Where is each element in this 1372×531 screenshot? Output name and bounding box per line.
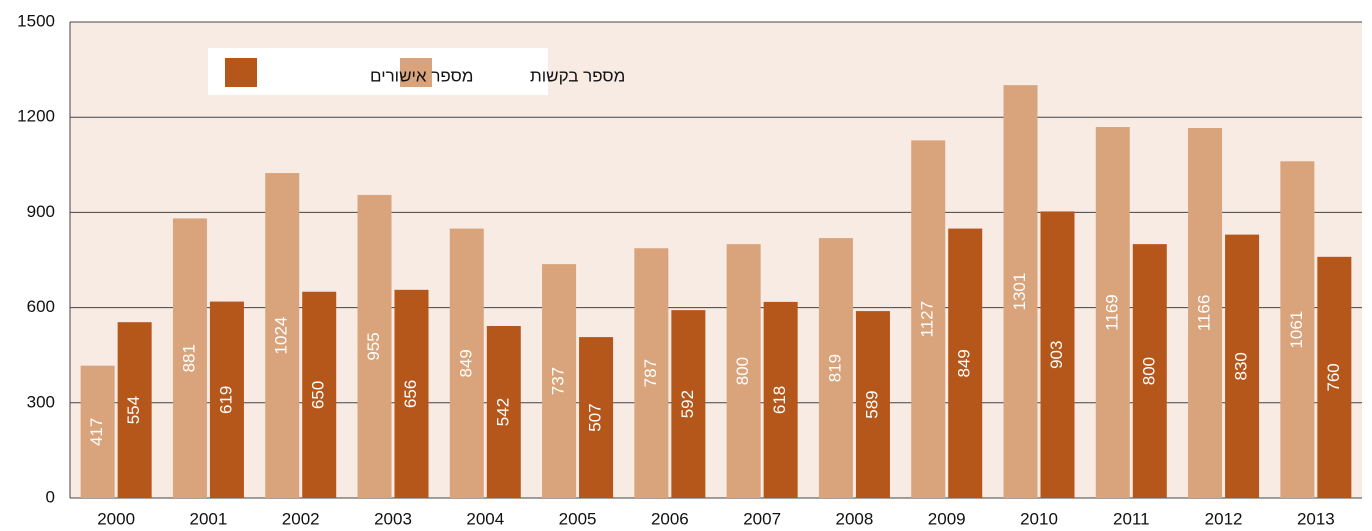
- bar: [726, 244, 761, 498]
- x-tick-label: 2004: [466, 509, 504, 528]
- value-label: 819: [825, 354, 844, 382]
- bar: [671, 310, 706, 498]
- bar: [1040, 211, 1075, 498]
- legend-swatch: [225, 58, 257, 87]
- value-label: 955: [364, 332, 383, 360]
- x-tick-label: 2002: [282, 509, 320, 528]
- x-tick-label: 2013: [1297, 509, 1335, 528]
- value-label: 881: [179, 344, 198, 372]
- value-label: 849: [955, 349, 974, 377]
- bar: [302, 291, 337, 498]
- bar: [80, 365, 115, 498]
- value-label: 849: [456, 349, 475, 377]
- y-tick-label: 0: [46, 487, 55, 506]
- bar: [634, 248, 669, 498]
- y-tick-label: 1500: [17, 11, 55, 30]
- x-tick-label: 2007: [743, 509, 781, 528]
- bar: [763, 301, 798, 498]
- value-label: 903: [1047, 341, 1066, 369]
- x-tick-label: 2001: [190, 509, 228, 528]
- bar: [818, 238, 853, 498]
- x-tick-label: 2011: [1113, 509, 1150, 528]
- y-tick-label: 900: [27, 202, 55, 221]
- value-label: 618: [770, 386, 789, 414]
- bar: [1317, 256, 1352, 498]
- x-tick-label: 2005: [559, 509, 597, 528]
- bar: [209, 301, 244, 498]
- x-tick-label: 2010: [1020, 509, 1058, 528]
- bar: [1225, 234, 1260, 498]
- value-label: 1127: [918, 301, 937, 338]
- x-tick-label: 2006: [651, 509, 689, 528]
- bar: [1132, 244, 1167, 498]
- bar: [394, 289, 429, 498]
- bar: [1095, 127, 1130, 499]
- x-tick-label: 2008: [836, 509, 874, 528]
- value-label: 507: [586, 403, 605, 431]
- value-label: 1024: [272, 317, 291, 355]
- value-label: 800: [733, 357, 752, 385]
- legend-box: [208, 48, 548, 95]
- value-label: 787: [641, 359, 660, 387]
- bar: [948, 228, 983, 499]
- legend-label: מספר אישורים: [370, 66, 473, 85]
- value-label: 650: [309, 381, 328, 409]
- y-tick-label: 600: [27, 297, 55, 316]
- value-label: 737: [549, 367, 568, 395]
- bar: [542, 264, 577, 498]
- value-label: 1301: [1010, 273, 1029, 311]
- value-label: 619: [216, 386, 235, 414]
- bar: [172, 218, 207, 499]
- value-label: 800: [1139, 357, 1158, 385]
- bar: [1003, 85, 1038, 499]
- value-label: 542: [493, 398, 512, 426]
- bar: [117, 322, 152, 498]
- value-label: 760: [1324, 363, 1343, 391]
- value-label: 417: [87, 418, 106, 446]
- x-tick-label: 2009: [928, 509, 966, 528]
- bar: [1280, 161, 1315, 498]
- value-label: 1169: [1102, 294, 1121, 331]
- value-label: 1166: [1195, 295, 1214, 332]
- bar: [486, 326, 521, 498]
- legend-label: מספר בקשות: [530, 66, 625, 85]
- bar: [579, 337, 614, 498]
- value-label: 656: [401, 380, 420, 408]
- bar: [357, 194, 392, 499]
- bar: [449, 228, 484, 499]
- value-label: 592: [678, 390, 697, 418]
- x-tick-label: 2012: [1205, 509, 1243, 528]
- bar: [911, 140, 946, 498]
- bar: [855, 311, 890, 498]
- bar: [1188, 127, 1223, 499]
- y-tick-label: 300: [27, 392, 55, 411]
- x-tick-label: 2000: [97, 509, 135, 528]
- value-label: 589: [862, 390, 881, 418]
- value-label: 830: [1232, 352, 1251, 380]
- value-label: 1061: [1287, 311, 1306, 349]
- value-label: 554: [124, 396, 143, 424]
- x-tick-label: 2003: [374, 509, 412, 528]
- bar: [265, 173, 300, 498]
- legend-swatch: [400, 58, 432, 87]
- y-tick-label: 1200: [17, 107, 55, 126]
